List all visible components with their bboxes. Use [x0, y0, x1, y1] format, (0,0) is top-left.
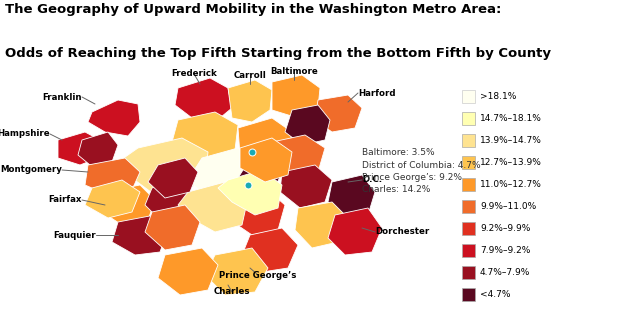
Text: Prince George’s: Prince George’s — [219, 271, 297, 280]
Text: <4.7%: <4.7% — [480, 290, 510, 299]
FancyBboxPatch shape — [462, 244, 475, 257]
Polygon shape — [175, 78, 232, 122]
Polygon shape — [145, 180, 192, 220]
Polygon shape — [145, 205, 200, 250]
Polygon shape — [268, 135, 325, 178]
Text: Charles: Charles — [214, 288, 250, 297]
Polygon shape — [280, 165, 332, 208]
Text: Frederick: Frederick — [171, 69, 217, 78]
Polygon shape — [85, 180, 140, 218]
Text: The Geography of Upward Mobility in the Washington Metro Area:: The Geography of Upward Mobility in the … — [5, 3, 502, 16]
Text: Hampshire: Hampshire — [0, 130, 50, 139]
Text: 13.9%–14.7%: 13.9%–14.7% — [480, 136, 542, 145]
Polygon shape — [148, 158, 198, 198]
FancyBboxPatch shape — [462, 178, 475, 191]
Polygon shape — [158, 248, 218, 295]
Text: Harford: Harford — [358, 89, 396, 98]
Polygon shape — [242, 228, 298, 272]
Polygon shape — [240, 138, 292, 182]
Polygon shape — [228, 80, 272, 122]
Polygon shape — [88, 100, 140, 136]
Text: Carroll: Carroll — [234, 70, 267, 79]
Text: Fairfax: Fairfax — [48, 195, 82, 204]
FancyBboxPatch shape — [462, 90, 475, 103]
Polygon shape — [295, 202, 348, 248]
Polygon shape — [78, 132, 118, 165]
Text: Dorchester: Dorchester — [375, 227, 429, 236]
Polygon shape — [218, 170, 282, 215]
Polygon shape — [238, 158, 282, 192]
Text: >18.1%: >18.1% — [480, 92, 516, 101]
Polygon shape — [272, 75, 320, 118]
Text: 12.7%–13.9%: 12.7%–13.9% — [480, 158, 542, 167]
Polygon shape — [238, 118, 292, 162]
FancyBboxPatch shape — [462, 266, 475, 279]
Text: Odds of Reaching the Top Fifth Starting from the Bottom Fifth by County: Odds of Reaching the Top Fifth Starting … — [5, 47, 551, 60]
Polygon shape — [285, 105, 330, 145]
FancyBboxPatch shape — [462, 288, 475, 301]
Polygon shape — [118, 138, 208, 195]
Polygon shape — [85, 158, 140, 195]
Text: 11.0%–12.7%: 11.0%–12.7% — [480, 180, 542, 189]
Polygon shape — [102, 185, 155, 225]
Text: Franklin: Franklin — [43, 93, 82, 102]
Text: Baltimore: Baltimore — [270, 66, 318, 75]
Polygon shape — [205, 248, 268, 295]
Polygon shape — [58, 132, 100, 165]
Polygon shape — [178, 182, 248, 232]
FancyBboxPatch shape — [462, 112, 475, 125]
Text: 14.7%–18.1%: 14.7%–18.1% — [480, 114, 542, 123]
FancyBboxPatch shape — [462, 222, 475, 235]
Text: 9.9%–11.0%: 9.9%–11.0% — [480, 202, 536, 211]
Text: Montgomery: Montgomery — [0, 166, 62, 174]
Polygon shape — [230, 190, 285, 235]
Text: D.C.: D.C. — [362, 175, 382, 184]
Text: 4.7%–7.9%: 4.7%–7.9% — [480, 268, 530, 277]
FancyBboxPatch shape — [462, 156, 475, 169]
Polygon shape — [188, 148, 265, 202]
Text: 7.9%–9.2%: 7.9%–9.2% — [480, 246, 530, 255]
Polygon shape — [315, 95, 362, 132]
FancyBboxPatch shape — [462, 134, 475, 147]
Polygon shape — [328, 175, 375, 218]
Text: 9.2%–9.9%: 9.2%–9.9% — [480, 224, 530, 233]
Polygon shape — [328, 208, 382, 255]
Text: Fauquier: Fauquier — [53, 230, 96, 239]
Polygon shape — [172, 112, 238, 162]
Polygon shape — [112, 215, 168, 255]
FancyBboxPatch shape — [462, 200, 475, 213]
Text: Baltimore: 3.5%
District of Columbia: 4.7%
Prince George’s: 9.2%
Charles: 14.2%: Baltimore: 3.5% District of Columbia: 4.… — [362, 148, 480, 194]
